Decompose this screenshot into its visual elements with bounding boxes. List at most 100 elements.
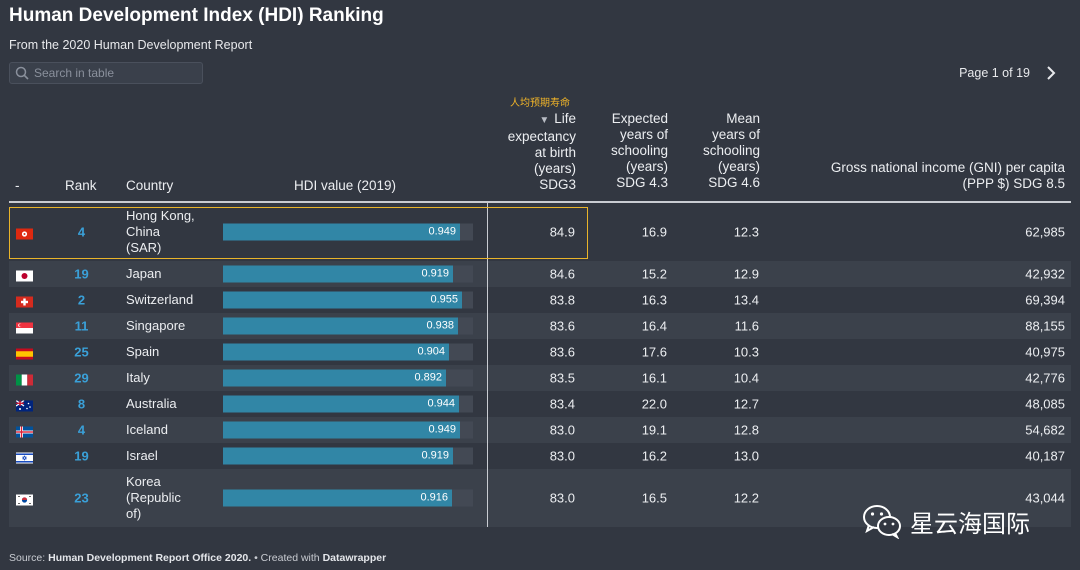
wechat-icon	[863, 505, 901, 539]
watermark-text: 星云海国际	[910, 510, 1030, 538]
header-flag: -	[15, 178, 20, 193]
mean-schooling-cell: 12.7	[733, 396, 759, 412]
datawrapper-link[interactable]: Datawrapper	[322, 552, 387, 564]
chevron-right-icon	[1047, 66, 1056, 80]
header-divider	[9, 201, 1071, 203]
table-body: 4 Hong Kong, China (SAR) 0.949 84.9 16.9 12.3 62…	[9, 203, 1071, 527]
hdi-bar	[223, 317, 458, 335]
expected-schooling-cell: 22.0	[641, 396, 667, 412]
hdi-bar	[223, 421, 460, 439]
rank-cell: 2	[77, 292, 86, 308]
search-box[interactable]	[9, 62, 203, 84]
hdi-value-label: 0.916	[420, 491, 448, 504]
expected-schooling-cell: 16.1	[641, 370, 667, 386]
hdi-value-label: 0.904	[417, 345, 445, 358]
rank-cell: 25	[74, 344, 89, 360]
mean-schooling-cell: 10.3	[733, 344, 759, 360]
footer: Source: Human Development Report Office …	[9, 552, 387, 564]
hdi-bar	[223, 369, 446, 387]
gni-cell: 40,187	[1025, 448, 1065, 464]
hdi-value-label: 0.919	[421, 267, 449, 280]
expected-schooling-cell: 15.2	[641, 266, 667, 282]
table-row: 23 Korea (Republic of) 0.916 83.0 16.5 12.2 43,0…	[9, 469, 1071, 527]
header-hdi[interactable]: HDI value (2019)	[294, 178, 397, 193]
hdi-bar-track: 0.919	[223, 447, 473, 465]
hdi-bar-track: 0.892	[223, 369, 473, 387]
watermark: 星云海国际	[862, 503, 1030, 539]
page-indicator: Page 1 of 19	[959, 66, 1030, 80]
rank-cell: 19	[74, 266, 89, 282]
life-expectancy-annotation: 人均预期寿命	[510, 98, 570, 109]
country-cell: Israel	[126, 448, 158, 463]
gni-cell: 42,776	[1025, 370, 1065, 386]
mean-schooling-cell: 13.4	[733, 292, 759, 308]
header-country[interactable]: Country	[126, 178, 174, 193]
mean-schooling-cell: 12.2	[733, 490, 759, 506]
search-input[interactable]	[34, 66, 194, 80]
hdi-bar	[223, 489, 452, 507]
life-expectancy-cell: 84.9	[549, 224, 575, 240]
life-expectancy-cell: 83.4	[549, 396, 575, 412]
hdi-bar-track: 0.919	[223, 265, 473, 283]
gni-cell: 42,932	[1025, 266, 1065, 282]
rank-cell: 19	[74, 448, 89, 464]
mean-schooling-cell: 12.9	[733, 266, 759, 282]
life-expectancy-cell: 83.6	[549, 344, 575, 360]
rank-cell: 4	[77, 422, 86, 438]
mean-schooling-cell: 13.0	[733, 448, 759, 464]
life-expectancy-cell: 83.0	[549, 490, 575, 506]
rank-cell: 11	[74, 318, 89, 334]
table-row: 2 Switzerland 0.955 83.8 16.3 13.4 69,394	[9, 287, 1071, 313]
rank-cell: 8	[77, 396, 86, 412]
table-row: 8 Australia 0.944 83.4 22.0 12.7 48,085	[9, 391, 1071, 417]
country-cell: Singapore	[126, 318, 186, 333]
table-row: 11 Singapore 0.938 83.6 16.4 11.6 88,155	[9, 313, 1071, 339]
header-rank[interactable]: Rank	[65, 178, 97, 193]
table-row: 29 Italy 0.892 83.5 16.1 10.4 42,776	[9, 365, 1071, 391]
search-icon	[15, 66, 29, 80]
header-life-expectancy[interactable]: ▼ Life expectancy at birth (years) SDG3	[507, 111, 576, 192]
expected-schooling-cell: 19.1	[641, 422, 667, 438]
hdi-bar-track: 0.904	[223, 343, 473, 361]
gni-cell: 48,085	[1025, 396, 1065, 412]
chart-subtitle: From the 2020 Human Development Report	[9, 38, 253, 52]
expected-schooling-cell: 17.6	[641, 344, 667, 360]
pagination: Page 1 of 19	[959, 64, 1060, 82]
hdi-bar-track: 0.949	[223, 421, 473, 439]
flag-sg-icon	[16, 321, 33, 334]
header-mean-schooling[interactable]: Mean years of schooling (years) SDG 4.6	[702, 111, 760, 190]
flag-it-icon	[16, 373, 33, 386]
expected-schooling-cell: 16.9	[641, 224, 667, 240]
hdi-value-label: 0.919	[421, 449, 449, 462]
hdi-bar	[223, 447, 453, 465]
flag-kr-icon	[16, 493, 33, 506]
country-cell: Italy	[126, 370, 150, 385]
flag-es-icon	[16, 347, 33, 360]
header-expected-schooling[interactable]: Expected years of schooling (years) SDG …	[610, 111, 668, 190]
hdi-bar-track: 0.916	[223, 489, 473, 507]
rank-cell: 23	[74, 490, 89, 506]
rank-cell: 29	[74, 370, 89, 386]
hdi-bar-track: 0.949	[223, 223, 473, 241]
header-gni[interactable]: Gross national income (GNI) per capita (…	[830, 160, 1065, 191]
country-cell: Switzerland	[126, 292, 194, 307]
gni-cell: 69,394	[1025, 292, 1065, 308]
hdi-bar	[223, 291, 462, 309]
hdi-bar	[223, 395, 459, 413]
next-page-button[interactable]	[1042, 64, 1060, 82]
gni-cell: 88,155	[1025, 318, 1065, 334]
hdi-value-label: 0.938	[426, 319, 454, 332]
flag-au-icon	[15, 399, 33, 412]
gni-cell: 62,985	[1025, 224, 1065, 240]
life-expectancy-cell: 83.6	[549, 318, 575, 334]
mean-schooling-cell: 12.3	[733, 224, 759, 240]
table-row: 19 Israel 0.919 83.0 16.2 13.0 40,187	[9, 443, 1071, 469]
expected-schooling-cell: 16.2	[641, 448, 667, 464]
mean-schooling-cell: 10.4	[733, 370, 759, 386]
hdi-value-label: 0.892	[414, 371, 442, 384]
mean-schooling-cell: 12.8	[733, 422, 759, 438]
country-cell: Japan	[126, 266, 162, 281]
hdi-bar	[223, 265, 453, 283]
life-expectancy-cell: 84.6	[549, 266, 575, 282]
rank-cell: 4	[77, 224, 86, 240]
